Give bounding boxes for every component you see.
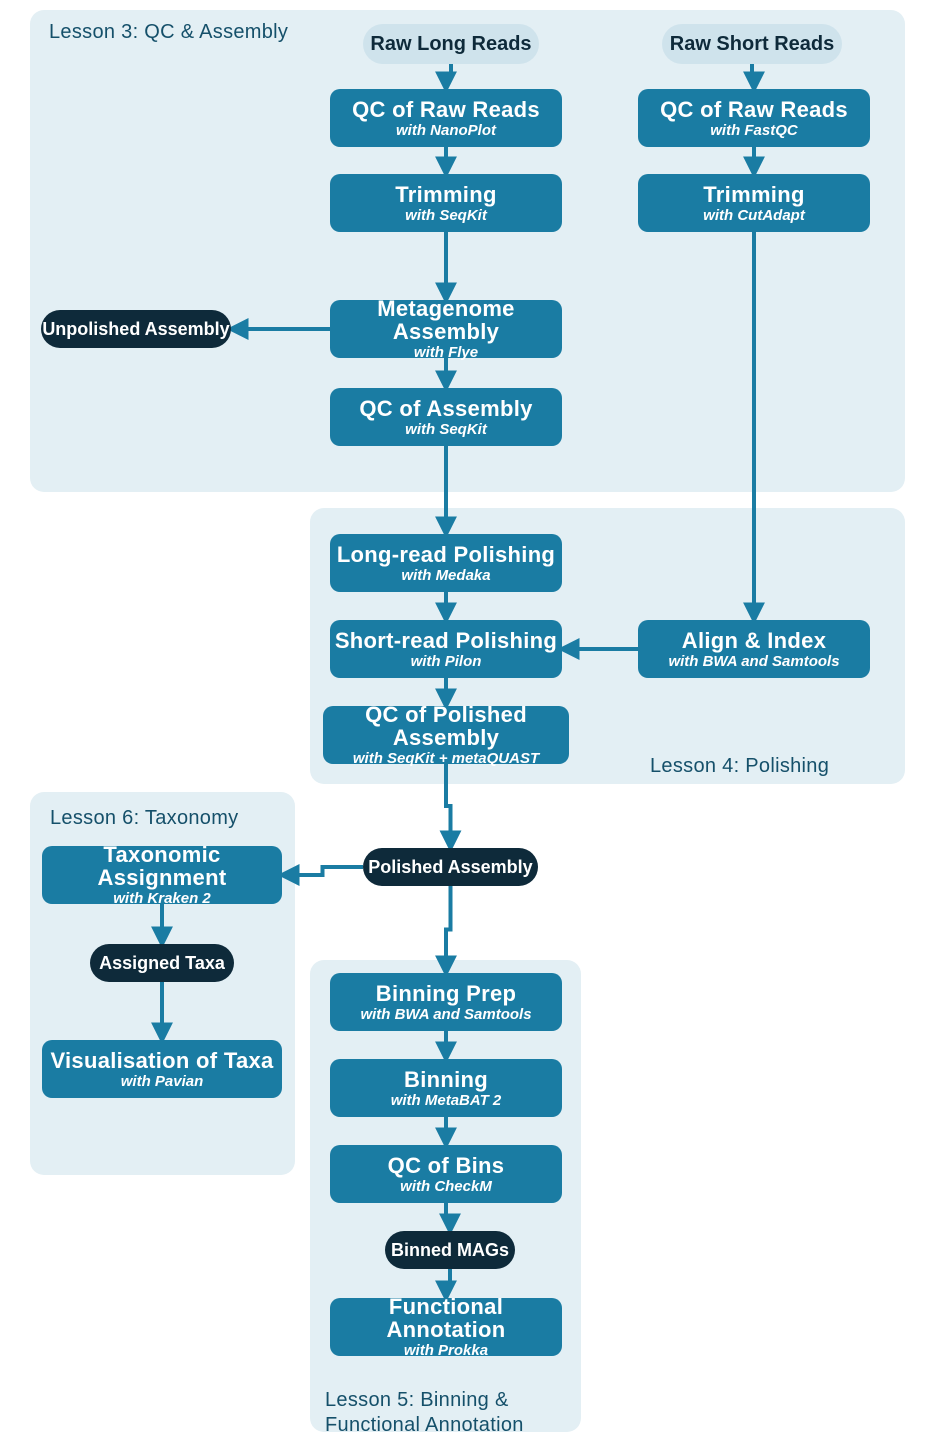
node-title: QC of Polished Assembly (323, 703, 569, 749)
node-title: QC of Raw Reads (352, 98, 540, 121)
region-label-lesson6: Lesson 6: Taxonomy (50, 807, 238, 830)
node-align_index: Align & Index with BWA and Samtools (638, 620, 870, 678)
node-subtitle: with Pilon (411, 654, 482, 670)
node-binning_prep: Binning Prep with BWA and Samtools (330, 973, 562, 1031)
node-title: Binning (404, 1068, 488, 1091)
node-long_polish: Long-read Polishing with Medaka (330, 534, 562, 592)
node-vis_taxa: Visualisation of Taxa with Pavian (42, 1040, 282, 1098)
node-subtitle: with Prokka (404, 1343, 488, 1359)
node-title: Visualisation of Taxa (50, 1049, 273, 1072)
node-polished: Polished Assembly (363, 848, 538, 886)
node-title: Long-read Polishing (337, 543, 555, 566)
node-title: Metagenome Assembly (330, 297, 562, 343)
node-subtitle: with SeqKit (405, 422, 487, 438)
node-subtitle: with SeqKit (405, 208, 487, 224)
node-tax_assign: Taxonomic Assignment with Kraken 2 (42, 846, 282, 904)
node-assigned_taxa: Assigned Taxa (90, 944, 234, 982)
node-label: Unpolished Assembly (42, 320, 229, 339)
node-label: Raw Short Reads (670, 34, 834, 55)
node-qc_raw_short: QC of Raw Reads with FastQC (638, 89, 870, 147)
node-title: Short-read Polishing (335, 629, 557, 652)
node-subtitle: with CheckM (400, 1179, 492, 1195)
node-subtitle: with SeqKit + metaQUAST (353, 751, 539, 767)
node-qc_bins: QC of Bins with CheckM (330, 1145, 562, 1203)
node-unpolished: Unpolished Assembly (41, 310, 231, 348)
node-subtitle: with FastQC (710, 123, 798, 139)
node-subtitle: with Kraken 2 (113, 891, 211, 907)
node-qc_polished: QC of Polished Assembly with SeqKit + met… (323, 706, 569, 764)
node-label: Polished Assembly (368, 858, 532, 877)
node-subtitle: with Flye (414, 345, 478, 361)
region-label-lesson3: Lesson 3: QC & Assembly (49, 21, 288, 44)
node-subtitle: with CutAdapt (703, 208, 805, 224)
node-label: Binned MAGs (391, 1241, 509, 1260)
region-label-lesson4: Lesson 4: Polishing (650, 755, 829, 778)
node-trim_short: Trimming with CutAdapt (638, 174, 870, 232)
node-title: Binning Prep (376, 982, 517, 1005)
node-subtitle: with BWA and Samtools (360, 1007, 531, 1023)
node-trim_long: Trimming with SeqKit (330, 174, 562, 232)
node-subtitle: with MetaBAT 2 (391, 1093, 502, 1109)
node-raw_short: Raw Short Reads (662, 24, 842, 64)
node-raw_long: Raw Long Reads (363, 24, 539, 64)
node-label: Raw Long Reads (370, 34, 531, 55)
node-subtitle: with BWA and Samtools (668, 654, 839, 670)
node-subtitle: with NanoPlot (396, 123, 496, 139)
node-title: Taxonomic Assignment (42, 843, 282, 889)
node-meta_asm: Metagenome Assembly with Flye (330, 300, 562, 358)
node-title: Functional Annotation (330, 1295, 562, 1341)
node-title: Trimming (395, 183, 496, 206)
node-binned_mags: Binned MAGs (385, 1231, 515, 1269)
node-title: QC of Assembly (359, 397, 532, 420)
node-title: QC of Raw Reads (660, 98, 848, 121)
node-qc_raw_long: QC of Raw Reads with NanoPlot (330, 89, 562, 147)
node-subtitle: with Medaka (401, 568, 490, 584)
node-functional: Functional Annotation with Prokka (330, 1298, 562, 1356)
node-label: Assigned Taxa (99, 954, 225, 973)
node-binning: Binning with MetaBAT 2 (330, 1059, 562, 1117)
node-subtitle: with Pavian (121, 1074, 204, 1090)
node-title: QC of Bins (388, 1154, 505, 1177)
node-short_polish: Short-read Polishing with Pilon (330, 620, 562, 678)
node-qc_asm: QC of Assembly with SeqKit (330, 388, 562, 446)
node-title: Trimming (703, 183, 804, 206)
region-label-lesson5: Lesson 5: Binning & Functional Annotatio… (325, 1388, 545, 1438)
node-title: Align & Index (682, 629, 826, 652)
